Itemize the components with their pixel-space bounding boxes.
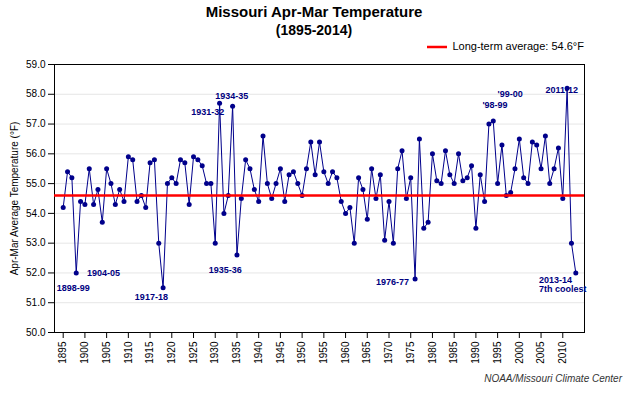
svg-text:1995: 1995: [492, 341, 503, 364]
svg-text:1976-77: 1976-77: [376, 277, 409, 287]
svg-text:2005: 2005: [535, 341, 546, 364]
svg-text:1920: 1920: [166, 341, 177, 364]
svg-text:1965: 1965: [361, 341, 372, 364]
svg-text:1934-35: 1934-35: [215, 91, 248, 101]
svg-text:1905: 1905: [101, 341, 112, 364]
svg-text:1904-05: 1904-05: [87, 268, 120, 278]
svg-text:1970: 1970: [383, 341, 394, 364]
svg-text:1925: 1925: [188, 341, 199, 364]
svg-text:1935-36: 1935-36: [209, 265, 242, 275]
svg-text:2011-12: 2011-12: [545, 85, 578, 95]
svg-text:1980: 1980: [427, 341, 438, 364]
svg-text:2013-147th coolest: 2013-147th coolest: [539, 275, 587, 294]
html-text:(1895-2014): (1895-2014): [275, 22, 353, 38]
html-text:Long-term average: 54.6°F: Long-term average: 54.6°F: [452, 40, 584, 52]
svg-text:1917-18: 1917-18: [135, 292, 168, 302]
svg-text:1931-32: 1931-32: [191, 107, 224, 117]
svg-text:1898-99: 1898-99: [57, 283, 90, 293]
svg-text:Apr-Mar Average Temperature (°: Apr-Mar Average Temperature (°F): [9, 122, 20, 276]
svg-text:59.0: 59.0: [26, 59, 46, 70]
svg-text:1955: 1955: [318, 341, 329, 364]
svg-text:56.0: 56.0: [26, 148, 46, 159]
svg-text:1895: 1895: [57, 341, 68, 364]
svg-text:1990: 1990: [470, 341, 481, 364]
svg-text:54.0: 54.0: [26, 208, 46, 219]
svg-text:1985: 1985: [448, 341, 459, 364]
svg-text:1960: 1960: [340, 341, 351, 364]
svg-text:2010: 2010: [557, 341, 568, 364]
svg-text:51.0: 51.0: [26, 297, 46, 308]
svg-text:1950: 1950: [296, 341, 307, 364]
svg-text:1910: 1910: [123, 341, 134, 364]
html-text:NOAA/Missouri Climate Center: NOAA/Missouri Climate Center: [484, 373, 622, 384]
svg-text:58.0: 58.0: [26, 88, 46, 99]
svg-text:1935: 1935: [231, 341, 242, 364]
svg-text:'99-00: '99-00: [498, 89, 523, 99]
svg-text:1915: 1915: [144, 341, 155, 364]
svg-text:1940: 1940: [253, 341, 264, 364]
svg-text:1945: 1945: [275, 341, 286, 364]
svg-text:1900: 1900: [79, 341, 90, 364]
svg-text:55.0: 55.0: [26, 178, 46, 189]
svg-text:53.0: 53.0: [26, 237, 46, 248]
svg-text:50.0: 50.0: [26, 327, 46, 338]
svg-text:1975: 1975: [405, 341, 416, 364]
svg-text:2000: 2000: [514, 341, 525, 364]
html-text:Missouri Apr-Mar Temperature: Missouri Apr-Mar Temperature: [205, 3, 423, 20]
svg-text:'98-99: '98-99: [482, 100, 507, 110]
svg-text:1930: 1930: [209, 341, 220, 364]
svg-text:57.0: 57.0: [26, 118, 46, 129]
svg-text:52.0: 52.0: [26, 267, 46, 278]
